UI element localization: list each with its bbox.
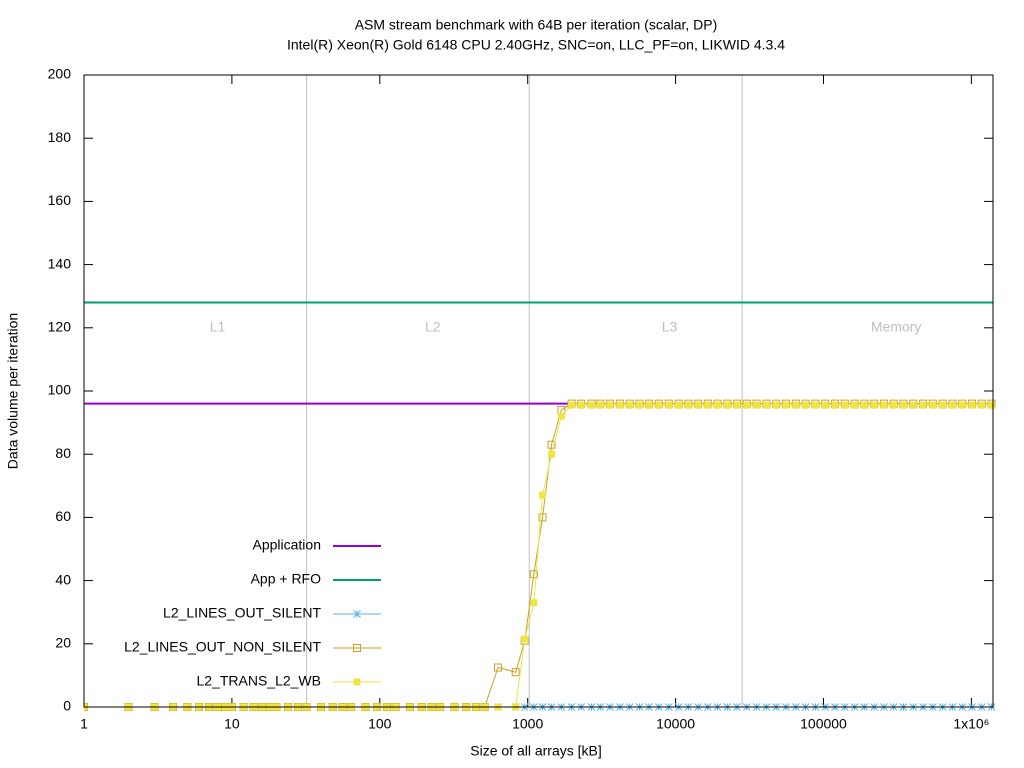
marker bbox=[988, 401, 996, 409]
marker bbox=[880, 401, 888, 409]
marker bbox=[645, 401, 653, 409]
y-tick-label: 120 bbox=[48, 319, 72, 335]
x-tick-label: 100 bbox=[368, 716, 392, 732]
marker bbox=[723, 401, 731, 409]
marker bbox=[831, 401, 839, 409]
marker bbox=[530, 599, 538, 607]
marker bbox=[919, 401, 927, 409]
marker bbox=[899, 401, 907, 409]
region-label: L3 bbox=[662, 319, 678, 335]
x-tick-label: 1 bbox=[80, 716, 88, 732]
marker bbox=[511, 668, 520, 677]
y-tick-label: 160 bbox=[48, 192, 72, 208]
x-axis-label: Size of all arrays [kB] bbox=[470, 743, 602, 759]
marker bbox=[577, 401, 585, 409]
marker bbox=[521, 635, 529, 643]
marker bbox=[713, 401, 721, 409]
marker bbox=[675, 401, 683, 409]
marker bbox=[587, 401, 595, 409]
marker bbox=[626, 401, 634, 409]
marker bbox=[753, 401, 761, 409]
marker bbox=[596, 401, 604, 409]
y-tick-label: 180 bbox=[48, 129, 72, 145]
marker bbox=[772, 401, 780, 409]
marker bbox=[841, 401, 849, 409]
y-tick-label: 140 bbox=[48, 255, 72, 271]
legend-label: L2_LINES_OUT_SILENT bbox=[163, 605, 321, 621]
plot-border bbox=[83, 74, 994, 708]
legend-label: L2_LINES_OUT_NON_SILENT bbox=[124, 639, 321, 655]
y-tick-label: 200 bbox=[48, 66, 72, 82]
marker bbox=[909, 401, 917, 409]
legend-marker bbox=[353, 678, 361, 686]
x-tick-label: 10000 bbox=[656, 716, 695, 732]
y-tick-label: 0 bbox=[63, 698, 71, 714]
marker bbox=[978, 401, 986, 409]
marker bbox=[704, 401, 712, 409]
marker bbox=[606, 401, 614, 409]
marker bbox=[494, 663, 503, 672]
y-tick-label: 80 bbox=[55, 445, 71, 461]
chart-title: ASM stream benchmark with 64B per iterat… bbox=[355, 17, 718, 33]
marker bbox=[851, 401, 859, 409]
marker bbox=[733, 401, 741, 409]
x-tick-label: 10 bbox=[224, 716, 240, 732]
y-tick-label: 60 bbox=[55, 508, 71, 524]
marker bbox=[968, 401, 976, 409]
x-tick-label: 100000 bbox=[800, 716, 847, 732]
legend-label: Application bbox=[253, 537, 322, 553]
marker bbox=[802, 401, 810, 409]
legend-label: L2_TRANS_L2_WB bbox=[196, 673, 321, 689]
marker bbox=[655, 401, 663, 409]
y-axis-label: Data volume per iteration bbox=[5, 313, 21, 469]
marker bbox=[529, 570, 538, 579]
y-tick-label: 40 bbox=[55, 571, 71, 587]
x-tick-label: 1000 bbox=[512, 716, 543, 732]
x-tick-label: 1x10⁶ bbox=[953, 716, 989, 732]
y-tick-label: 20 bbox=[55, 635, 71, 651]
marker bbox=[684, 401, 692, 409]
marker bbox=[890, 401, 898, 409]
marker bbox=[568, 401, 576, 409]
marker bbox=[860, 401, 868, 409]
region-label: L1 bbox=[210, 319, 226, 335]
region-label: L2 bbox=[425, 319, 441, 335]
marker bbox=[958, 401, 966, 409]
marker bbox=[939, 401, 947, 409]
marker bbox=[548, 450, 556, 458]
marker bbox=[948, 401, 956, 409]
chart-subtitle: Intel(R) Xeon(R) Gold 6148 CPU 2.40GHz, … bbox=[287, 37, 785, 53]
marker bbox=[557, 412, 565, 420]
marker bbox=[743, 401, 751, 409]
marker bbox=[782, 401, 790, 409]
region-label: Memory bbox=[871, 319, 922, 335]
marker bbox=[870, 401, 878, 409]
marker bbox=[538, 513, 547, 522]
legend-label: App + RFO bbox=[251, 571, 322, 587]
y-tick-label: 100 bbox=[48, 382, 72, 398]
marker bbox=[665, 401, 673, 409]
marker bbox=[547, 440, 556, 449]
marker bbox=[539, 491, 547, 499]
marker bbox=[762, 401, 770, 409]
marker bbox=[811, 401, 819, 409]
marker bbox=[635, 401, 643, 409]
marker bbox=[792, 401, 800, 409]
marker bbox=[821, 401, 829, 409]
legend-marker bbox=[353, 610, 361, 618]
legend-marker bbox=[353, 644, 361, 652]
marker bbox=[694, 401, 702, 409]
marker bbox=[616, 401, 624, 409]
marker bbox=[929, 401, 937, 409]
